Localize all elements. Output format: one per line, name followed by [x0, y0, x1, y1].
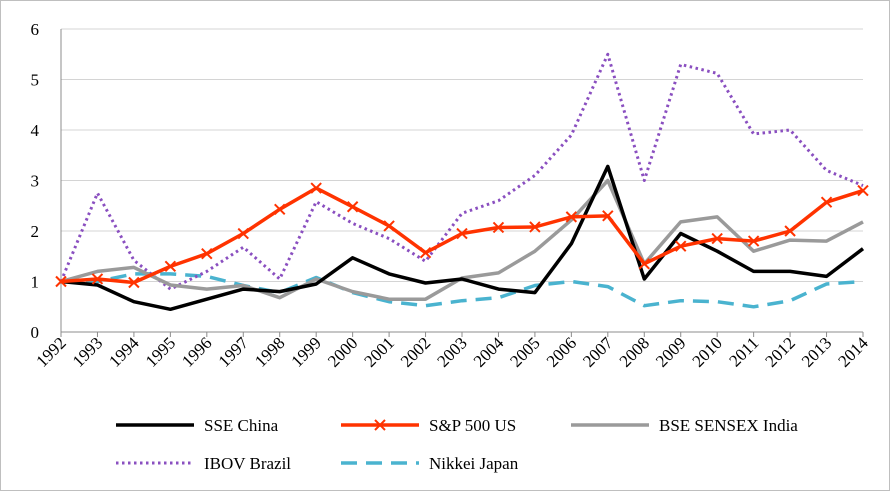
- x-tick-label: 1994: [105, 333, 143, 371]
- x-tick-label: 2001: [360, 333, 397, 370]
- legend-label: SSE China: [204, 416, 279, 435]
- x-tick-label: 2007: [579, 333, 617, 371]
- legend-item: IBOV Brazil: [116, 454, 291, 473]
- data-point-marker: [419, 247, 432, 259]
- data-point-marker: [602, 210, 614, 222]
- x-tick-label: 1993: [69, 333, 106, 370]
- x-tick-label: 2013: [798, 333, 835, 370]
- data-point-marker: [383, 220, 395, 232]
- data-point-marker: [237, 227, 249, 240]
- x-tick-label: 1997: [215, 333, 253, 371]
- x-tick-label: 2011: [725, 333, 762, 370]
- legend-label: IBOV Brazil: [204, 454, 291, 473]
- x-tick-label: 1996: [178, 333, 215, 370]
- data-point-marker: [456, 227, 468, 240]
- x-tick-label: 1998: [251, 333, 288, 370]
- data-point-marker: [128, 276, 140, 289]
- data-point-marker: [164, 260, 177, 273]
- x-tick-label: 2006: [543, 333, 580, 370]
- legend-label: Nikkei Japan: [429, 454, 519, 473]
- data-point-marker: [310, 182, 322, 194]
- x-tick-label: 2010: [689, 333, 726, 370]
- data-point-marker: [820, 196, 833, 208]
- data-point-marker: [857, 184, 869, 197]
- x-tick-label: 2005: [506, 333, 543, 370]
- x-tick-label: 2008: [616, 333, 653, 370]
- data-point-marker: [346, 201, 359, 213]
- x-tick-label: 2000: [324, 333, 361, 370]
- data-point-marker: [274, 203, 286, 215]
- x-tick-label: 2003: [433, 333, 470, 370]
- data-point-marker: [492, 221, 505, 234]
- data-point-marker: [638, 258, 650, 270]
- data-point-marker: [747, 235, 760, 247]
- legend-label: S&P 500 US: [429, 416, 516, 435]
- series-line-ibov-brazil: [59, 52, 864, 291]
- data-point-marker: [711, 232, 723, 245]
- legend-item: SSE China: [116, 416, 279, 435]
- x-tick-label: 2009: [652, 333, 689, 370]
- legend-item: Nikkei Japan: [341, 454, 519, 473]
- data-point-marker: [565, 211, 578, 223]
- y-tick-label: 2: [31, 222, 40, 241]
- x-tick-label: 2002: [397, 333, 434, 370]
- legend-item: S&P 500 US: [341, 416, 516, 435]
- series-line-sse-china: [60, 164, 865, 312]
- x-tick-label: 2004: [470, 333, 508, 371]
- y-tick-label: 0: [31, 323, 40, 342]
- x-tick-label: 2014: [834, 333, 872, 371]
- y-tick-label: 4: [31, 121, 40, 140]
- series-line-s-p-500-us: [60, 186, 864, 285]
- y-tick-label: 1: [31, 273, 40, 292]
- data-point-marker: [91, 273, 104, 285]
- legend-label: BSE SENSEX India: [659, 416, 798, 435]
- y-tick-label: 5: [31, 71, 40, 90]
- data-point-marker: [675, 240, 687, 252]
- data-point-marker: [201, 248, 213, 260]
- y-tick-label: 3: [31, 172, 40, 191]
- legend-item: BSE SENSEX India: [571, 416, 798, 435]
- x-tick-label: 2012: [761, 333, 798, 370]
- y-tick-label: 6: [31, 20, 40, 39]
- x-tick-label: 1995: [142, 333, 179, 370]
- data-point-marker: [784, 225, 796, 237]
- x-tick-label: 1999: [288, 333, 325, 370]
- data-point-marker: [529, 221, 541, 233]
- series-line-nikkei-japan: [61, 272, 864, 309]
- data-point-marker: [55, 275, 67, 288]
